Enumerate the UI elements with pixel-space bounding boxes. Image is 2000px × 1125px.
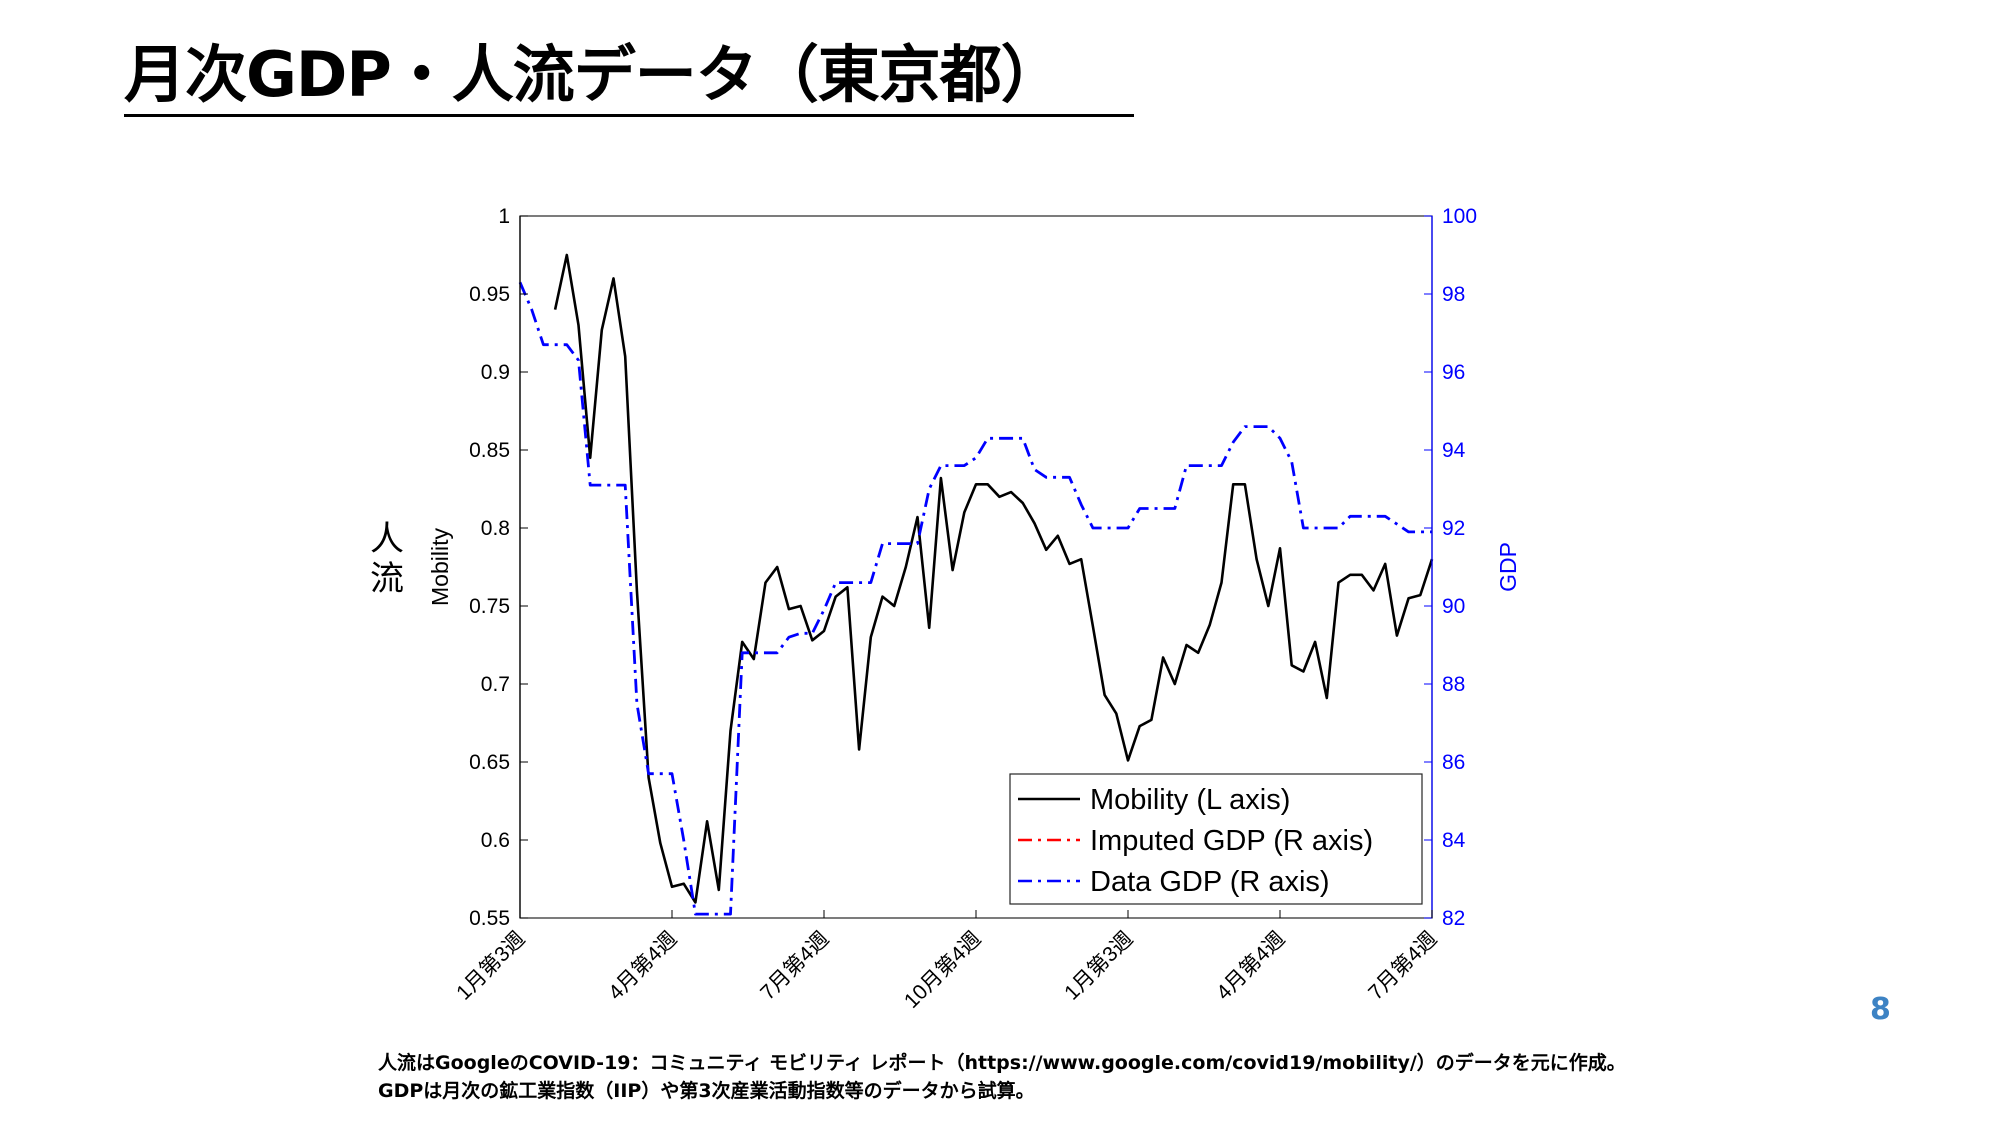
left-axis-label: Mobility	[427, 528, 453, 606]
right-ytick-label: 100	[1442, 205, 1477, 228]
xtick-label: 4月第4週	[604, 927, 681, 1004]
footnote-method: GDPは月次の鉱工業指数（IIP）や第3次産業活動指数等のデータから試算。	[378, 1080, 1035, 1102]
right-ytick-label: 92	[1442, 517, 1465, 540]
side-label-char: 人	[370, 519, 404, 559]
left-ytick-label: 0.7	[481, 673, 510, 696]
left-ytick-label: 0.85	[469, 439, 510, 462]
left-ytick-label: 0.75	[469, 595, 510, 618]
xtick-label: 4月第4週	[1212, 927, 1289, 1004]
left-ytick-label: 0.8	[481, 517, 510, 540]
slide-title: 月次GDP・人流データ（東京都）	[124, 38, 1063, 111]
right-ytick-label: 86	[1442, 751, 1465, 774]
right-ytick-label: 82	[1442, 907, 1465, 930]
xtick-label: 1月第3週	[1060, 927, 1137, 1004]
right-ytick-label: 88	[1442, 673, 1465, 696]
right-ytick-label: 96	[1442, 361, 1465, 384]
plot-area	[518, 253, 1434, 916]
xtick-label: 1月第3週	[452, 927, 529, 1004]
left-ytick-label: 0.65	[469, 751, 510, 774]
left-ytick-label: 1	[498, 205, 510, 228]
right-ytick-label: 94	[1442, 439, 1466, 462]
right-ytick-label: 98	[1442, 283, 1465, 306]
right-ytick-label: 84	[1442, 829, 1466, 852]
legend-label-2: Data GDP (R axis)	[1090, 866, 1330, 898]
xtick-label: 7月第4週	[756, 927, 833, 1004]
footnote-source: 人流はGoogleのCOVID-19：コミュニティ モビリティ レポート（htt…	[378, 1052, 1626, 1074]
side-label-char: 流	[370, 559, 404, 599]
left-ytick-label: 0.55	[469, 907, 510, 930]
legend-label-1: Imputed GDP (R axis)	[1090, 825, 1373, 857]
title-underline	[124, 114, 1134, 117]
left-ytick-label: 0.6	[481, 829, 510, 852]
xtick-label: 10月第4週	[900, 927, 986, 1013]
left-ytick-label: 0.9	[481, 361, 510, 384]
series-line-0	[553, 253, 1434, 904]
page-number: 8	[1870, 992, 1891, 1027]
right-axis-label: GDP	[1495, 542, 1521, 592]
legend: Mobility (L axis) Imputed GDP (R axis) Dat…	[1009, 773, 1423, 905]
right-ytick-label: 90	[1442, 595, 1465, 618]
series-line-2	[518, 281, 1432, 916]
left-ytick-label: 0.95	[469, 283, 510, 306]
legend-label-0: Mobility (L axis)	[1090, 784, 1290, 816]
xtick-label: 7月第4週	[1364, 927, 1441, 1004]
